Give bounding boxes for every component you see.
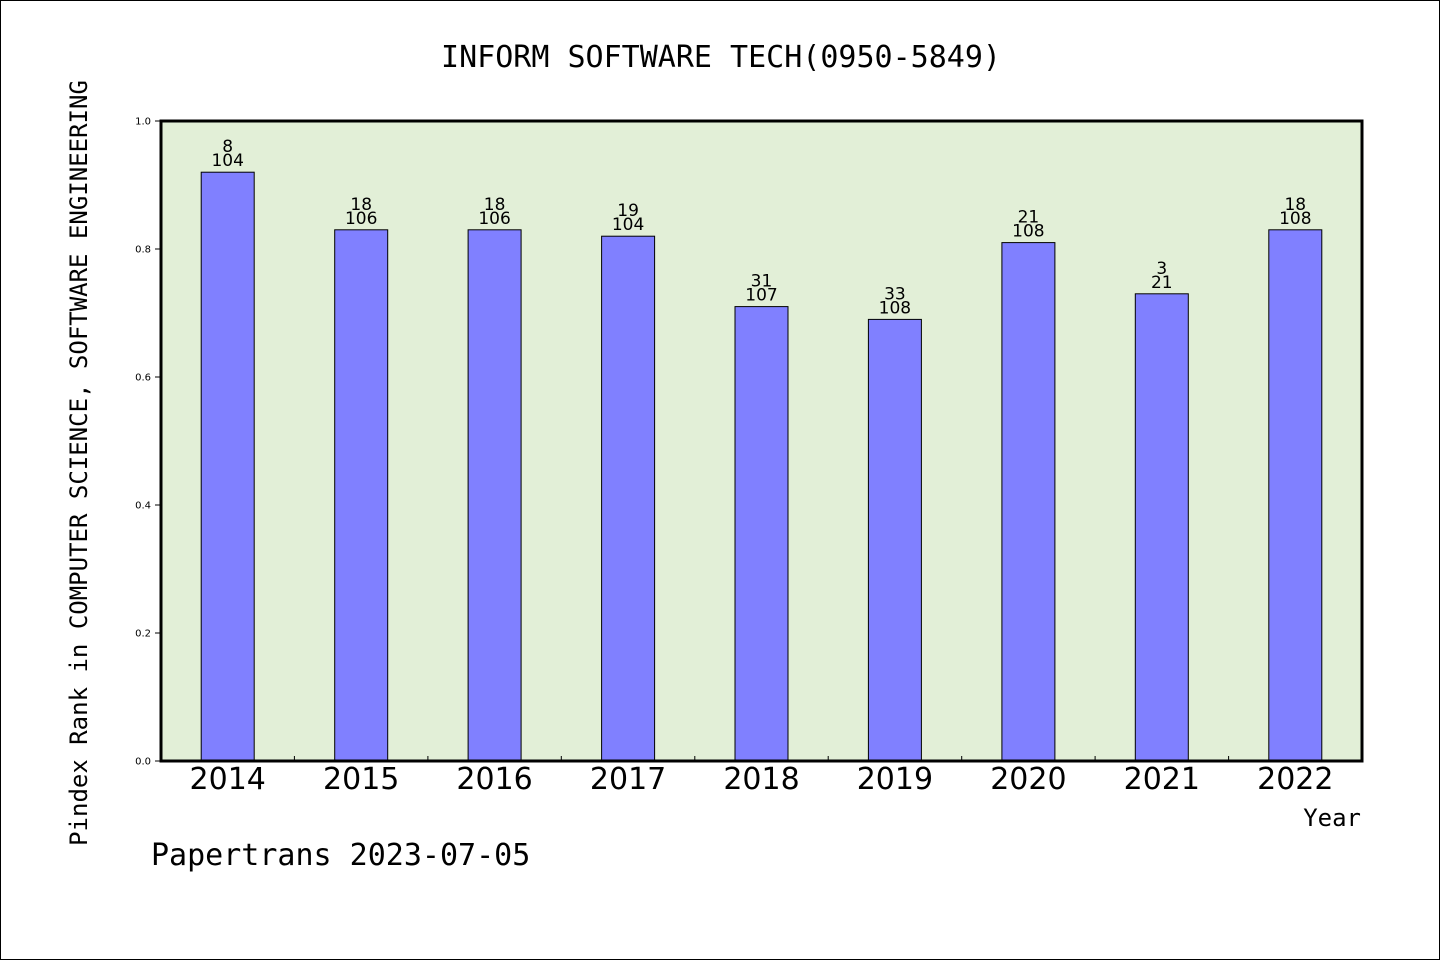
bar-2020 xyxy=(1001,242,1056,762)
y-tick-label-0.6: 0.6 xyxy=(135,373,151,384)
bars-group xyxy=(200,171,1323,762)
total-label-2022: 108 xyxy=(1279,209,1311,229)
x-tick-label-2019: 2019 xyxy=(857,762,933,797)
footer-source-date: Papertrans 2023-07-05 xyxy=(151,838,530,873)
rank-label-2019: 33 xyxy=(884,284,906,304)
rank-label-2017: 19 xyxy=(617,201,639,221)
bar-2021 xyxy=(1134,293,1189,762)
bar-2022 xyxy=(1268,229,1323,762)
x-tick-label-2020: 2020 xyxy=(990,762,1066,797)
bar-2014 xyxy=(200,171,255,762)
chart-title: INFORM SOFTWARE TECH(0950-5849) xyxy=(441,40,1001,75)
y-axis-label: Pindex Rank in COMPUTER SCIENCE, SOFTWAR… xyxy=(65,80,93,846)
total-label-2019: 108 xyxy=(879,298,911,318)
y-tick-label-0.4: 0.4 xyxy=(135,501,151,512)
x-axis: 2014 2015 2016 2017 2018 2019 2020 2021 2022 xyxy=(190,756,1333,797)
x-tick-label-2021: 2021 xyxy=(1124,762,1200,797)
x-tick-label-2017: 2017 xyxy=(590,762,666,797)
x-tick-label-2016: 2016 xyxy=(456,762,532,797)
y-tick-label-0.2: 0.2 xyxy=(135,629,151,640)
y-tick-label-0.8: 0.8 xyxy=(135,245,151,256)
x-tick-label-2014: 2014 xyxy=(190,762,266,797)
total-label-2015: 106 xyxy=(345,209,377,229)
y-tick-label-1.0: 1.0 xyxy=(135,117,151,128)
rank-label-2021: 3 xyxy=(1156,259,1167,279)
x-tick-label-2015: 2015 xyxy=(323,762,399,797)
y-axis: 0.0 0.2 0.4 0.6 0.8 1.0 xyxy=(135,117,161,768)
total-label-2017: 104 xyxy=(612,215,644,235)
total-label-2020: 108 xyxy=(1012,222,1044,242)
rank-label-2018: 31 xyxy=(751,272,773,292)
rank-label-2015: 18 xyxy=(350,195,372,215)
bar-2017 xyxy=(601,235,656,762)
total-label-2014: 104 xyxy=(211,151,243,171)
x-tick-label-2018: 2018 xyxy=(723,762,799,797)
rank-label-2016: 18 xyxy=(484,195,506,215)
bar-2015 xyxy=(334,229,389,762)
total-label-2016: 106 xyxy=(478,209,510,229)
rank-label-2014: 8 xyxy=(222,137,233,157)
total-label-2018: 107 xyxy=(745,286,777,306)
x-tick-label-2022: 2022 xyxy=(1257,762,1333,797)
bar-2018 xyxy=(734,306,789,762)
bar-2016 xyxy=(467,229,522,762)
rank-label-2020: 21 xyxy=(1018,208,1040,228)
plot-border xyxy=(159,119,1364,763)
y-tick-label-0.0: 0.0 xyxy=(135,757,151,768)
total-label-2021: 21 xyxy=(1151,273,1173,293)
bar-2019 xyxy=(867,318,922,762)
rank-label-2022: 18 xyxy=(1284,195,1306,215)
x-axis-label: Year xyxy=(1303,804,1361,832)
